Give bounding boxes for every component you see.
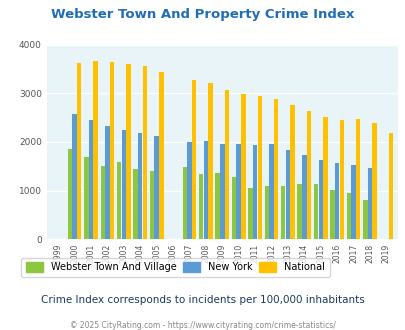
Bar	[334, 163, 339, 239]
Bar	[285, 150, 290, 239]
Bar	[329, 190, 334, 239]
Bar	[362, 200, 367, 239]
Bar	[117, 162, 121, 239]
Bar	[126, 64, 130, 239]
Bar	[236, 144, 240, 239]
Text: Crime Index corresponds to incidents per 100,000 inhabitants: Crime Index corresponds to incidents per…	[41, 295, 364, 305]
Bar	[273, 99, 278, 239]
Text: © 2025 CityRating.com - https://www.cityrating.com/crime-statistics/: © 2025 CityRating.com - https://www.city…	[70, 321, 335, 330]
Bar	[297, 184, 301, 239]
Bar	[208, 82, 212, 239]
Bar	[322, 117, 327, 239]
Bar	[89, 120, 93, 239]
Bar	[318, 160, 322, 239]
Bar	[187, 142, 191, 239]
Bar	[149, 171, 154, 239]
Bar	[280, 186, 285, 239]
Bar	[313, 184, 318, 239]
Bar	[138, 133, 142, 239]
Bar	[264, 186, 269, 239]
Bar	[371, 123, 376, 239]
Bar	[77, 63, 81, 239]
Bar	[182, 167, 187, 239]
Bar	[224, 90, 228, 239]
Bar	[154, 136, 158, 239]
Bar	[241, 94, 245, 239]
Bar	[257, 96, 261, 239]
Bar	[220, 144, 224, 239]
Bar	[192, 80, 196, 239]
Bar	[105, 126, 109, 239]
Bar	[198, 174, 203, 239]
Bar	[306, 111, 311, 239]
Bar	[355, 118, 360, 239]
Bar	[247, 188, 252, 239]
Bar	[93, 61, 98, 239]
Bar	[133, 169, 137, 239]
Bar	[367, 168, 371, 239]
Bar	[346, 193, 350, 239]
Bar	[110, 62, 114, 239]
Bar	[142, 66, 147, 239]
Bar	[350, 165, 355, 239]
Bar	[100, 166, 104, 239]
Bar	[122, 130, 126, 239]
Bar	[269, 144, 273, 239]
Bar	[231, 178, 236, 239]
Bar	[68, 149, 72, 239]
Bar	[159, 72, 163, 239]
Bar	[339, 119, 343, 239]
Bar	[290, 105, 294, 239]
Bar	[72, 114, 77, 239]
Bar	[301, 154, 306, 239]
Bar	[84, 156, 88, 239]
Legend: Webster Town And Village, New York, National: Webster Town And Village, New York, Nati…	[21, 258, 329, 277]
Bar	[388, 133, 392, 239]
Bar	[252, 145, 257, 239]
Text: Webster Town And Property Crime Index: Webster Town And Property Crime Index	[51, 8, 354, 21]
Bar	[203, 142, 208, 239]
Bar	[215, 173, 219, 239]
